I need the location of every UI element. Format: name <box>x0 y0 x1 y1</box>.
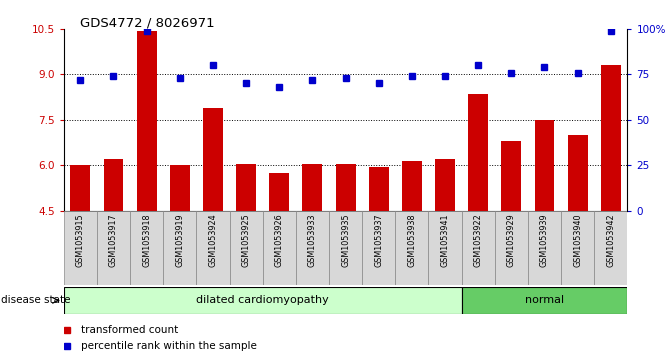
Bar <box>561 211 595 285</box>
Bar <box>236 164 256 211</box>
Text: GSM1053933: GSM1053933 <box>308 213 317 267</box>
Text: GSM1053925: GSM1053925 <box>242 213 250 267</box>
Bar <box>203 108 223 211</box>
Bar <box>329 211 362 285</box>
Bar <box>97 211 130 285</box>
Text: GSM1053942: GSM1053942 <box>607 213 615 267</box>
Bar <box>369 167 389 211</box>
Bar <box>163 211 197 285</box>
Text: GSM1053938: GSM1053938 <box>407 213 417 267</box>
Text: percentile rank within the sample: percentile rank within the sample <box>81 340 257 351</box>
Bar <box>402 160 422 211</box>
Text: transformed count: transformed count <box>81 325 178 335</box>
Bar <box>528 211 561 285</box>
Bar <box>103 159 123 211</box>
Bar <box>262 211 296 285</box>
Bar <box>137 30 156 211</box>
Bar <box>64 211 97 285</box>
Bar <box>501 141 521 211</box>
Text: GSM1053917: GSM1053917 <box>109 213 118 267</box>
Text: GSM1053929: GSM1053929 <box>507 213 516 267</box>
Bar <box>170 165 190 211</box>
Bar <box>601 65 621 211</box>
Text: GSM1053918: GSM1053918 <box>142 213 151 267</box>
Text: GSM1053924: GSM1053924 <box>209 213 217 267</box>
Text: disease state: disease state <box>1 295 71 305</box>
Bar <box>64 287 462 314</box>
Bar <box>535 120 554 211</box>
Text: GDS4772 / 8026971: GDS4772 / 8026971 <box>81 16 215 29</box>
Bar <box>269 173 289 211</box>
Text: normal: normal <box>525 295 564 305</box>
Bar <box>229 211 262 285</box>
Bar <box>462 211 495 285</box>
Bar <box>303 164 322 211</box>
Text: GSM1053940: GSM1053940 <box>573 213 582 267</box>
Bar <box>495 211 528 285</box>
Bar <box>468 94 488 211</box>
Bar <box>362 211 395 285</box>
Bar <box>395 211 429 285</box>
Text: GSM1053919: GSM1053919 <box>175 213 185 267</box>
Text: GSM1053941: GSM1053941 <box>441 213 450 267</box>
Bar <box>197 211 229 285</box>
Bar <box>130 211 163 285</box>
Text: GSM1053935: GSM1053935 <box>341 213 350 267</box>
Bar <box>296 211 329 285</box>
Text: GSM1053922: GSM1053922 <box>474 213 482 267</box>
Text: dilated cardiomyopathy: dilated cardiomyopathy <box>197 295 329 305</box>
Bar <box>70 165 91 211</box>
Bar <box>435 159 455 211</box>
Bar <box>336 164 356 211</box>
Text: GSM1053915: GSM1053915 <box>76 213 85 267</box>
Bar <box>462 287 627 314</box>
Text: GSM1053939: GSM1053939 <box>540 213 549 267</box>
Bar <box>595 211 627 285</box>
Text: GSM1053937: GSM1053937 <box>374 213 383 267</box>
Text: GSM1053926: GSM1053926 <box>274 213 284 267</box>
Bar <box>568 135 588 211</box>
Bar <box>429 211 462 285</box>
